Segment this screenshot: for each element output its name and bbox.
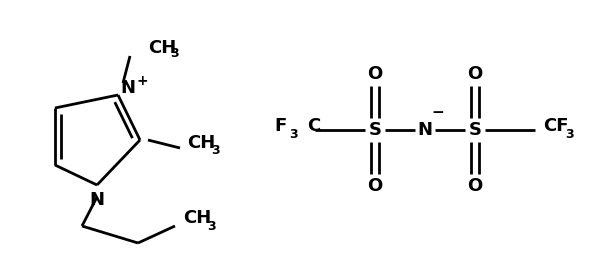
Text: 3: 3: [565, 128, 573, 140]
Text: 3: 3: [288, 128, 297, 140]
Text: C: C: [307, 117, 320, 135]
Text: −: −: [432, 105, 445, 120]
Text: 3: 3: [207, 220, 216, 232]
Text: N: N: [89, 191, 104, 209]
Text: S: S: [368, 121, 381, 139]
Text: CH: CH: [148, 39, 176, 57]
Text: CH: CH: [183, 209, 211, 227]
Text: CH: CH: [187, 134, 215, 152]
Text: O: O: [467, 65, 483, 83]
Text: F: F: [275, 117, 287, 135]
Text: O: O: [467, 177, 483, 195]
Text: N: N: [120, 79, 135, 97]
Text: CF: CF: [543, 117, 569, 135]
Text: S: S: [468, 121, 482, 139]
Text: 3: 3: [170, 46, 179, 59]
Text: O: O: [367, 65, 383, 83]
Text: 3: 3: [211, 145, 219, 158]
Text: +: +: [136, 74, 148, 88]
Text: O: O: [367, 177, 383, 195]
Text: N: N: [418, 121, 433, 139]
